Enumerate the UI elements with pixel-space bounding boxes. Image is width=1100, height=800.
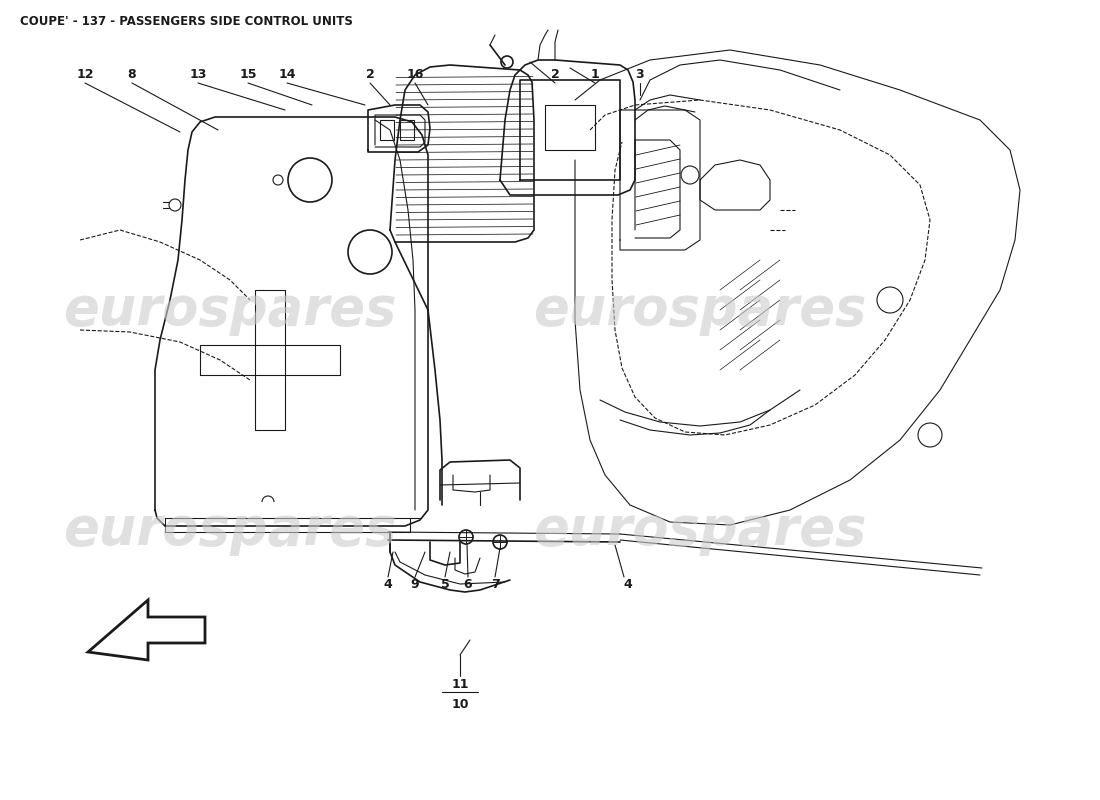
Text: 4: 4: [384, 578, 393, 591]
Text: 13: 13: [189, 69, 207, 82]
Bar: [379, 120, 394, 140]
Text: 3: 3: [636, 69, 645, 82]
Text: 9: 9: [410, 578, 419, 591]
Text: eurospares: eurospares: [534, 504, 867, 556]
Text: 7: 7: [491, 578, 499, 591]
Text: eurospares: eurospares: [64, 504, 397, 556]
Text: 1: 1: [591, 69, 600, 82]
Text: 10: 10: [451, 698, 469, 710]
Text: 16: 16: [406, 69, 424, 82]
Text: 15: 15: [240, 69, 256, 82]
Text: eurospares: eurospares: [64, 284, 397, 336]
Text: 12: 12: [76, 69, 94, 82]
Text: 5: 5: [441, 578, 450, 591]
Text: 8: 8: [128, 69, 136, 82]
Text: 4: 4: [624, 578, 632, 591]
Text: 2: 2: [365, 69, 374, 82]
Text: 2: 2: [551, 69, 560, 82]
Bar: [400, 120, 414, 140]
Text: 11: 11: [451, 678, 469, 690]
Text: eurospares: eurospares: [534, 284, 867, 336]
Text: COUPE' - 137 - PASSENGERS SIDE CONTROL UNITS: COUPE' - 137 - PASSENGERS SIDE CONTROL U…: [20, 15, 353, 28]
Text: 14: 14: [278, 69, 296, 82]
Text: 6: 6: [464, 578, 472, 591]
